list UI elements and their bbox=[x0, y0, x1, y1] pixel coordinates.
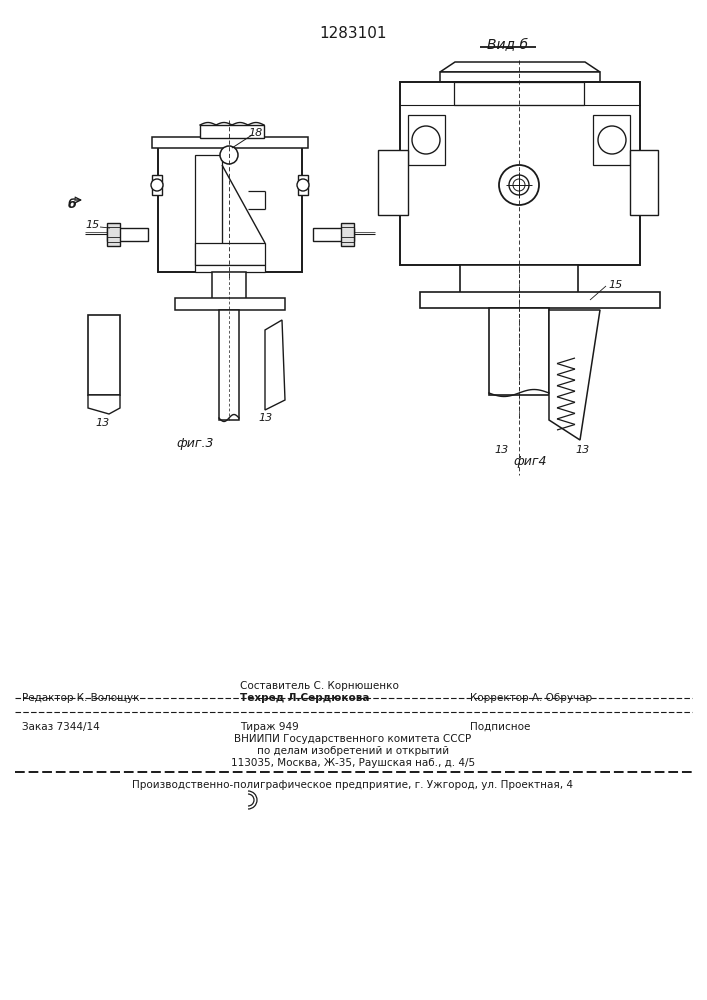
Polygon shape bbox=[400, 82, 640, 265]
Polygon shape bbox=[158, 145, 302, 272]
Circle shape bbox=[220, 146, 238, 164]
Text: Вид б: Вид б bbox=[488, 38, 529, 52]
Text: 13: 13 bbox=[494, 445, 508, 455]
Polygon shape bbox=[195, 243, 265, 265]
Polygon shape bbox=[195, 265, 265, 272]
Text: 13: 13 bbox=[575, 445, 589, 455]
Circle shape bbox=[499, 165, 539, 205]
Text: Редактор К. Волощук: Редактор К. Волощук bbox=[22, 693, 139, 703]
Polygon shape bbox=[420, 292, 660, 308]
Polygon shape bbox=[195, 155, 222, 265]
Polygon shape bbox=[408, 115, 445, 165]
Text: Составитель С. Корнюшенко: Составитель С. Корнюшенко bbox=[240, 681, 399, 691]
Polygon shape bbox=[440, 62, 600, 72]
Polygon shape bbox=[107, 223, 120, 246]
Polygon shape bbox=[341, 223, 354, 246]
Text: 18: 18 bbox=[248, 128, 262, 138]
Polygon shape bbox=[454, 82, 584, 105]
Polygon shape bbox=[152, 137, 308, 148]
Text: по делам изобретений и открытий: по делам изобретений и открытий bbox=[257, 746, 449, 756]
Circle shape bbox=[412, 126, 440, 154]
Polygon shape bbox=[593, 115, 630, 165]
Text: фиг4: фиг4 bbox=[513, 455, 547, 468]
Polygon shape bbox=[175, 298, 285, 310]
Circle shape bbox=[598, 126, 626, 154]
Text: Тираж 949: Тираж 949 bbox=[240, 722, 299, 732]
Text: Заказ 7344/14: Заказ 7344/14 bbox=[22, 722, 100, 732]
Circle shape bbox=[151, 179, 163, 191]
Polygon shape bbox=[212, 272, 246, 305]
Text: ВНИИПИ Государственного комитета СССР: ВНИИПИ Государственного комитета СССР bbox=[235, 734, 472, 744]
Text: б: б bbox=[68, 198, 76, 211]
Text: 15: 15 bbox=[86, 220, 100, 230]
Text: 15: 15 bbox=[608, 280, 622, 290]
Polygon shape bbox=[107, 228, 148, 241]
Polygon shape bbox=[440, 72, 600, 82]
Polygon shape bbox=[298, 175, 308, 195]
Circle shape bbox=[297, 179, 309, 191]
Text: Корректор А. Обручар: Корректор А. Обручар bbox=[470, 693, 592, 703]
Polygon shape bbox=[630, 150, 658, 215]
Polygon shape bbox=[460, 265, 578, 295]
Polygon shape bbox=[549, 310, 600, 440]
Circle shape bbox=[513, 179, 525, 191]
Text: Техред Л.Сердюкова: Техред Л.Сердюкова bbox=[240, 693, 370, 703]
Text: 13: 13 bbox=[95, 418, 110, 428]
Text: Производственно-полиграфическое предприятие, г. Ужгород, ул. Проектная, 4: Производственно-полиграфическое предприя… bbox=[132, 780, 573, 790]
Polygon shape bbox=[219, 310, 239, 420]
Polygon shape bbox=[88, 395, 120, 414]
Polygon shape bbox=[489, 308, 549, 395]
Circle shape bbox=[509, 175, 529, 195]
Text: 13: 13 bbox=[258, 413, 272, 423]
Polygon shape bbox=[152, 175, 162, 195]
Text: фиг.3: фиг.3 bbox=[176, 437, 214, 450]
Polygon shape bbox=[88, 315, 120, 395]
Polygon shape bbox=[265, 320, 285, 410]
Text: 113035, Москва, Ж-35, Раушская наб., д. 4/5: 113035, Москва, Ж-35, Раушская наб., д. … bbox=[231, 758, 475, 768]
Polygon shape bbox=[313, 228, 354, 241]
Polygon shape bbox=[200, 125, 264, 138]
Polygon shape bbox=[378, 150, 408, 215]
Text: Подписное: Подписное bbox=[470, 722, 530, 732]
Text: 1283101: 1283101 bbox=[320, 26, 387, 41]
